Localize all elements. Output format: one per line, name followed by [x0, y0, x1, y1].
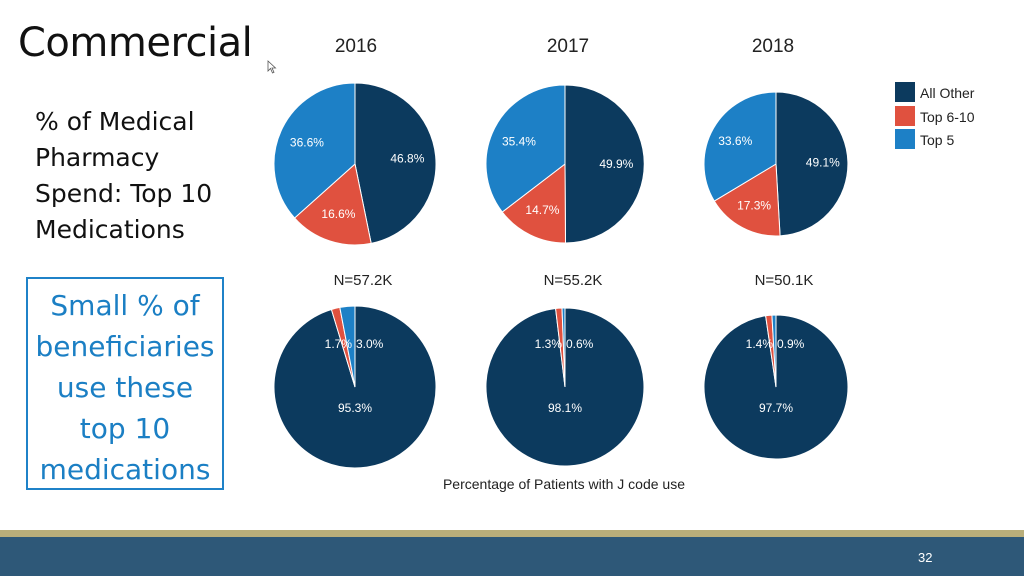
n-label-2018: N=50.1K	[755, 272, 814, 289]
spend-slice-2016-top-6-10	[293, 163, 372, 246]
spend-slice-2016-top-5	[273, 82, 356, 219]
page-number: 32	[918, 550, 933, 565]
callout-text: Small % of beneficiaries use these top 1…	[35, 289, 215, 486]
slide-subtitle: % of Medical Pharmacy Spend: Top 10 Medi…	[35, 107, 213, 244]
spend-label-2017-top-6-10: 14.7%	[525, 203, 559, 217]
patients-label-2018-all-other: 97.7%	[759, 401, 793, 415]
legend-swatch-top-5	[895, 129, 915, 149]
chart-caption: Percentage of Patients with J code use	[443, 476, 685, 492]
pie-charts: 2016 46.8% 16.6% 36.6% N=57.2K 95.3% 1.7% 3.0% 2…	[273, 36, 975, 492]
spend-slice-2017-all-other	[564, 84, 645, 244]
spend-slice-2017-top-6-10	[501, 162, 567, 244]
slide-title: Commercial	[18, 20, 253, 66]
spend-slice-2018-top-5	[703, 91, 777, 202]
legend-label-top-5: Top 5	[920, 132, 954, 148]
legend-label-top-6-10: Top 6-10	[920, 109, 975, 125]
patients-label-2018-top-6-10: 1.4%	[746, 337, 774, 351]
spend-label-2016-top-5: 36.6%	[290, 135, 324, 149]
callout-box: Small % of beneficiaries use these top 1…	[26, 277, 224, 490]
n-label-2016: N=57.2K	[334, 272, 393, 289]
spend-label-2017-top-5: 35.4%	[502, 134, 536, 148]
patients-label-2018-top-5: 0.9%	[777, 337, 805, 351]
spend-label-2018-top-6-10: 17.3%	[737, 198, 771, 212]
patients-label-2017-top-6-10: 1.3%	[535, 337, 563, 351]
patients-label-2017-all-other: 98.1%	[548, 401, 582, 415]
n-label-2017: N=55.2K	[544, 272, 603, 289]
legend-swatch-top-6-10	[895, 106, 915, 126]
spend-slice-2016-all-other	[354, 82, 437, 244]
spend-slice-2018-all-other	[775, 91, 849, 237]
year-label-2016: 2016	[335, 36, 377, 57]
spend-label-2016-all-other: 46.8%	[390, 152, 424, 166]
footer-gold-stripe	[0, 530, 1024, 537]
year-label-2017: 2017	[547, 36, 589, 57]
mouse-cursor-icon	[267, 60, 277, 74]
patients-slice-2018-top-5	[771, 314, 777, 388]
patients-label-2016-all-other: 95.3%	[338, 401, 372, 415]
year-label-2018: 2018	[752, 36, 794, 57]
spend-slice-2017-top-5	[485, 84, 566, 213]
patients-label-2017-top-5: 0.6%	[566, 337, 594, 351]
footer-blue-bar	[0, 537, 1024, 576]
legend-label-all-other: All Other	[920, 85, 975, 101]
spend-label-2018-all-other: 49.1%	[806, 156, 840, 170]
footer-band	[0, 530, 1024, 576]
spend-slice-2018-top-6-10	[713, 163, 781, 237]
spend-label-2018-top-5: 33.6%	[718, 134, 752, 148]
legend-swatch-all-other	[895, 82, 915, 102]
patients-slice-2017-top-5	[561, 307, 566, 388]
patients-slice-2016-top-5	[339, 305, 356, 388]
patients-label-2016-top-5: 3.0%	[356, 337, 384, 351]
spend-label-2017-all-other: 49.9%	[599, 157, 633, 171]
spend-label-2016-top-6-10: 16.6%	[321, 207, 355, 221]
patients-label-2016-top-6-10: 1.7%	[325, 337, 353, 351]
